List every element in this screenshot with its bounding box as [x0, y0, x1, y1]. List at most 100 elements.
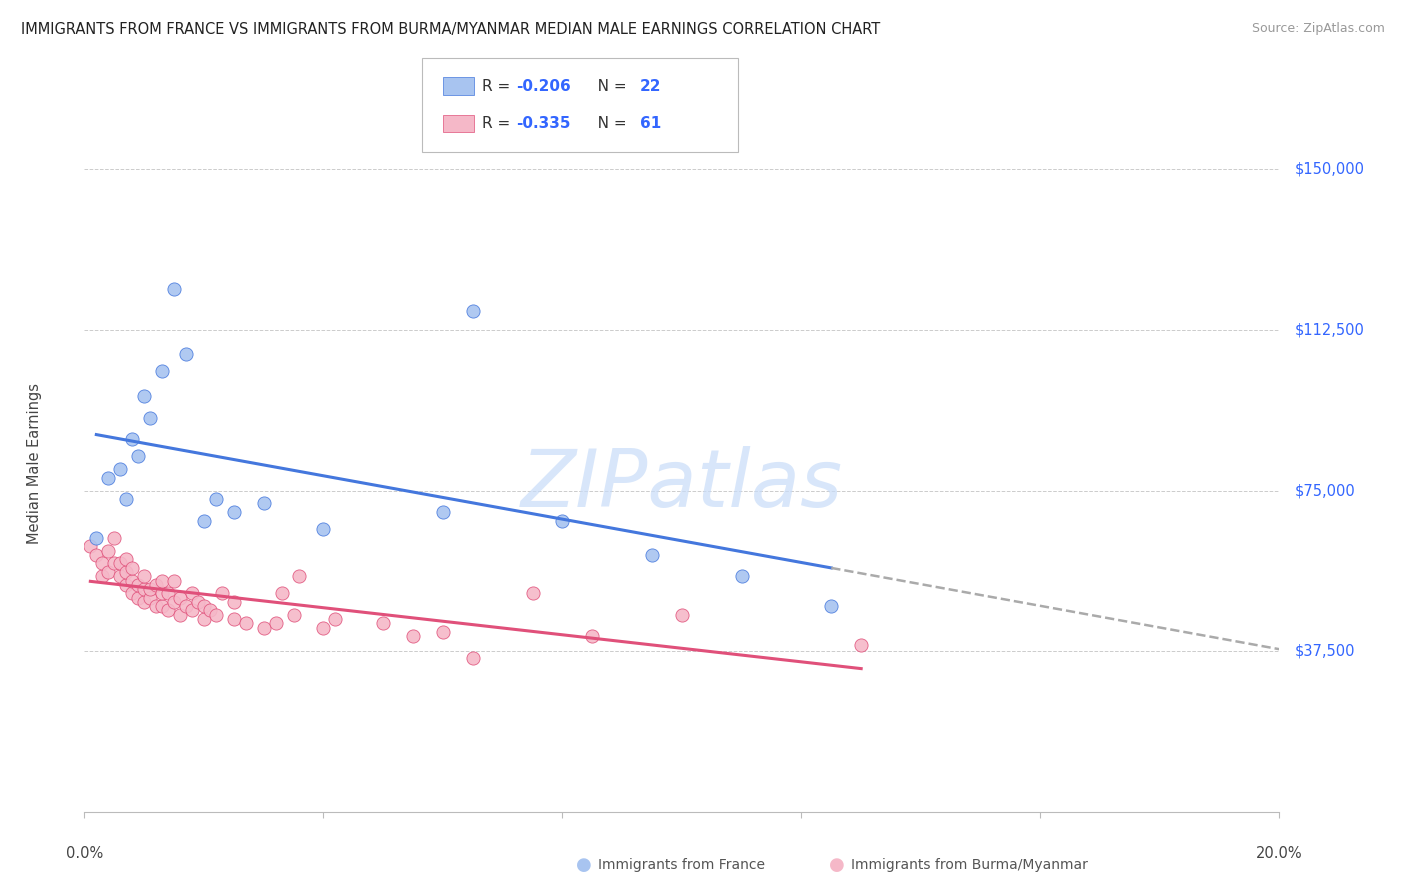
- Point: [205, 607, 228, 622]
- Point: [581, 629, 603, 643]
- Point: [198, 603, 221, 617]
- Text: ●: ●: [828, 856, 845, 874]
- Text: 22: 22: [640, 78, 661, 94]
- Point: [193, 514, 215, 528]
- Text: 20.0%: 20.0%: [1256, 846, 1303, 861]
- Point: [157, 603, 180, 617]
- Point: [323, 612, 347, 626]
- Point: [121, 560, 143, 574]
- Point: [132, 582, 156, 596]
- Point: [139, 410, 162, 425]
- Point: [461, 650, 484, 665]
- Point: [193, 599, 215, 614]
- Point: [115, 565, 138, 579]
- Point: [79, 539, 101, 553]
- Point: [97, 543, 120, 558]
- Point: [163, 282, 186, 296]
- Point: [211, 586, 233, 600]
- Text: Source: ZipAtlas.com: Source: ZipAtlas.com: [1251, 22, 1385, 36]
- Point: [97, 565, 120, 579]
- Point: [371, 616, 394, 631]
- Point: [174, 599, 197, 614]
- Text: N =: N =: [583, 116, 631, 131]
- Point: [222, 612, 245, 626]
- Point: [91, 557, 114, 571]
- Point: [145, 578, 167, 592]
- Point: [222, 595, 245, 609]
- Point: [115, 578, 138, 592]
- Point: [222, 505, 245, 519]
- Point: [132, 569, 156, 583]
- Point: [91, 569, 114, 583]
- Point: [402, 629, 425, 643]
- Point: [205, 492, 228, 507]
- Point: [150, 574, 173, 588]
- Point: [193, 612, 215, 626]
- Point: [671, 607, 693, 622]
- Text: Median Male Earnings: Median Male Earnings: [27, 384, 42, 544]
- Point: [551, 514, 574, 528]
- Point: [849, 638, 872, 652]
- Point: [641, 548, 664, 562]
- Point: [121, 574, 143, 588]
- Text: 61: 61: [640, 116, 661, 131]
- Text: -0.335: -0.335: [516, 116, 571, 131]
- Point: [169, 591, 191, 605]
- Point: [121, 432, 143, 446]
- Point: [253, 621, 276, 635]
- Text: ●: ●: [575, 856, 592, 874]
- Point: [139, 582, 162, 596]
- Point: [121, 586, 143, 600]
- Point: [145, 599, 167, 614]
- Text: Immigrants from France: Immigrants from France: [598, 858, 765, 872]
- Text: -0.206: -0.206: [516, 78, 571, 94]
- Point: [187, 595, 209, 609]
- Point: [103, 531, 125, 545]
- Point: [150, 586, 173, 600]
- Point: [127, 450, 149, 464]
- Point: [115, 492, 138, 507]
- Text: 0.0%: 0.0%: [66, 846, 103, 861]
- Point: [288, 569, 311, 583]
- Point: [103, 557, 125, 571]
- Point: [820, 599, 842, 614]
- Point: [139, 591, 162, 605]
- Point: [270, 586, 292, 600]
- Point: [312, 522, 335, 536]
- Point: [253, 496, 276, 510]
- Point: [86, 548, 108, 562]
- Point: [110, 569, 132, 583]
- Point: [174, 346, 197, 360]
- Point: [169, 607, 191, 622]
- Point: [180, 586, 202, 600]
- Point: [432, 624, 454, 639]
- Point: [264, 616, 287, 631]
- Text: R =: R =: [482, 116, 516, 131]
- Text: $75,000: $75,000: [1295, 483, 1355, 498]
- Text: $150,000: $150,000: [1295, 162, 1365, 177]
- Point: [110, 462, 132, 476]
- Point: [163, 595, 186, 609]
- Point: [132, 389, 156, 403]
- Point: [522, 586, 544, 600]
- Point: [97, 471, 120, 485]
- Point: [180, 603, 202, 617]
- Point: [461, 303, 484, 318]
- Text: N =: N =: [583, 78, 631, 94]
- Point: [157, 586, 180, 600]
- Point: [127, 578, 149, 592]
- Text: $112,500: $112,500: [1295, 323, 1365, 337]
- Point: [132, 595, 156, 609]
- Point: [150, 599, 173, 614]
- Point: [283, 607, 305, 622]
- Point: [115, 552, 138, 566]
- Point: [312, 621, 335, 635]
- Point: [235, 616, 257, 631]
- Point: [110, 557, 132, 571]
- Point: [150, 364, 173, 378]
- Point: [731, 569, 754, 583]
- Point: [127, 591, 149, 605]
- Text: $37,500: $37,500: [1295, 644, 1355, 658]
- Text: Immigrants from Burma/Myanmar: Immigrants from Burma/Myanmar: [851, 858, 1087, 872]
- Point: [432, 505, 454, 519]
